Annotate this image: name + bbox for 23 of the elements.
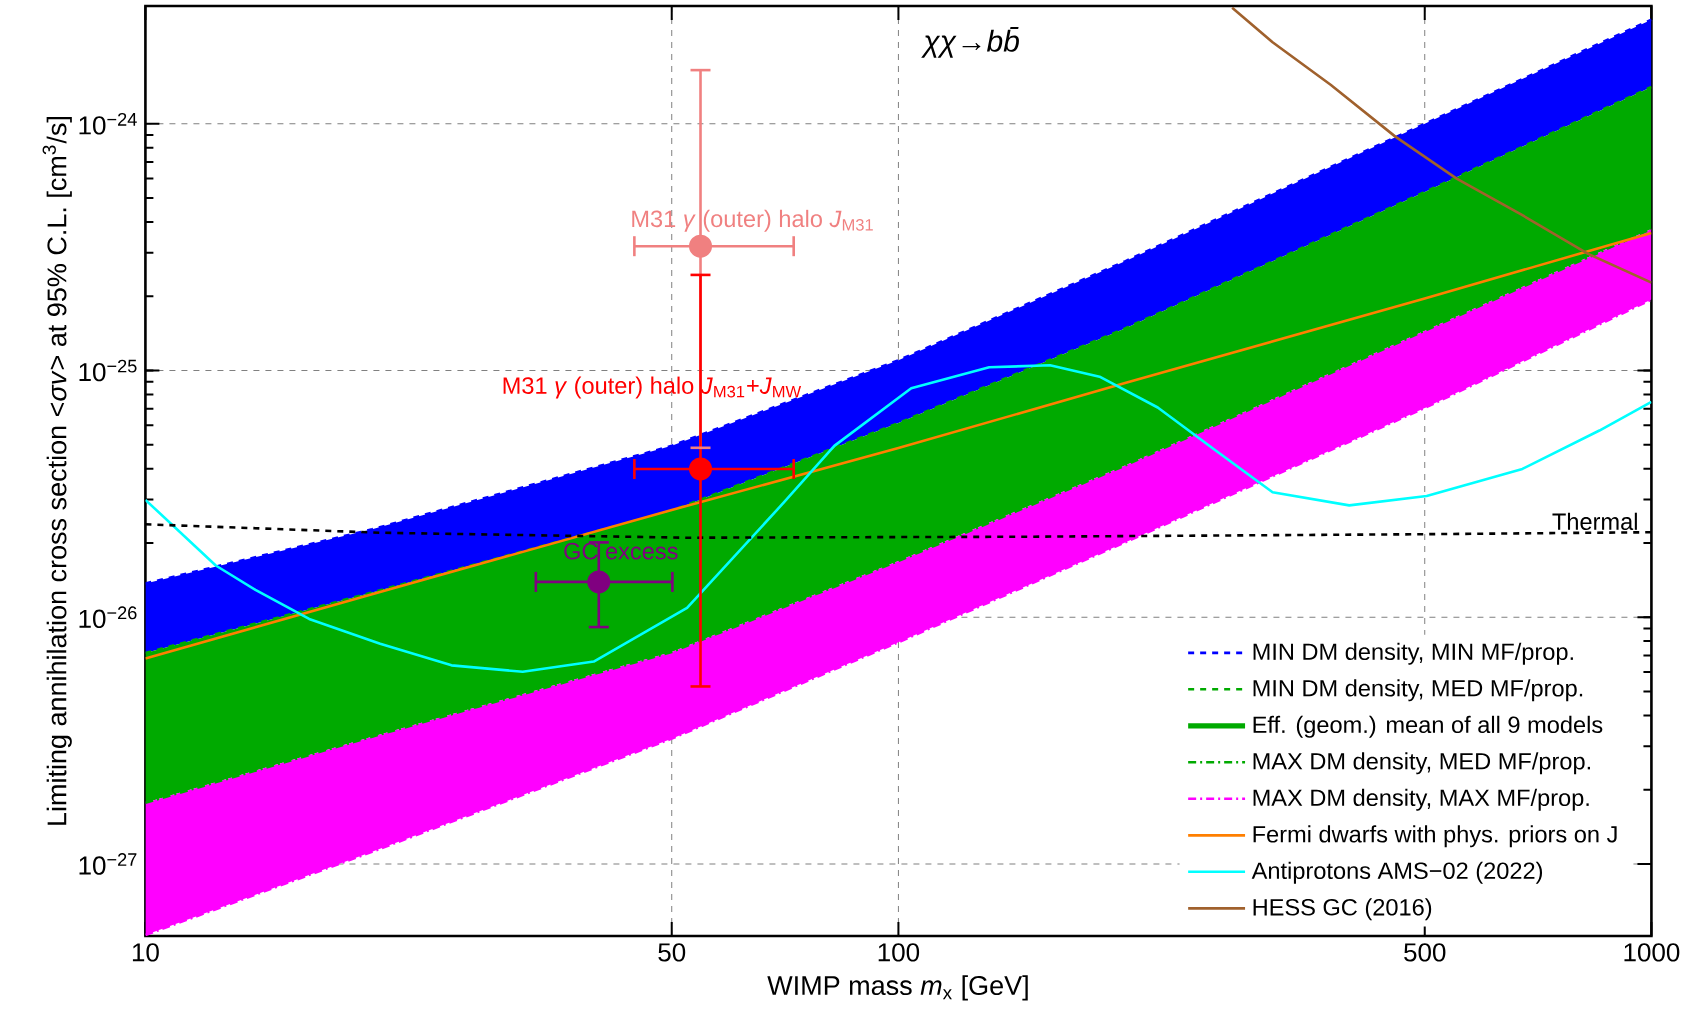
- y-axis-title: Limiting annihilation cross section <σv> at 95% C.L. [cm$^{3}$/s]: [42, 117, 72, 825]
- x-tick-label: 1000: [1624, 943, 1680, 962]
- legend-label: MAX DM density, MAX MF/prop.: [1253, 788, 1589, 811]
- y-tick-label: 10$^{−25}$: [79, 359, 137, 382]
- legend-label: Fermi dwarfs with phys. priors on J: [1253, 825, 1617, 848]
- annotation: Thermal: [1552, 512, 1637, 531]
- legend-label: HESS GC (2016): [1253, 898, 1432, 921]
- annotation: χχ→bb̄: [921, 27, 1019, 58]
- legend-label: MIN DM density, MIN MF/prop.: [1253, 642, 1573, 665]
- x-axis-title: WIMP mass m$_{x}$ [GeV]: [767, 975, 1028, 1001]
- legend-label: Antiprotons AMS−02 (2022): [1251, 861, 1543, 884]
- y-tick-label: 10$^{−26}$: [79, 606, 137, 629]
- series-label: GC excess: [564, 542, 678, 560]
- y-tick-label: 10$^{−27}$: [79, 853, 137, 875]
- x-tick-label: 100: [878, 943, 920, 962]
- legend-label: MIN DM density, MED MF/prop.: [1253, 679, 1583, 702]
- legend-label: MAX DM density, MED MF/prop.: [1253, 752, 1590, 775]
- y-tick-label: 10$^{−24}$: [79, 112, 137, 135]
- x-tick-label: 50: [658, 943, 686, 962]
- text: M31 γ (outer) halo J$_{M31}$: [632, 209, 873, 232]
- x-tick-label: 10: [132, 943, 159, 962]
- legend-label: Eff. (geom.) mean of all 9 models: [1253, 715, 1603, 738]
- x-tick-label: 500: [1404, 943, 1446, 962]
